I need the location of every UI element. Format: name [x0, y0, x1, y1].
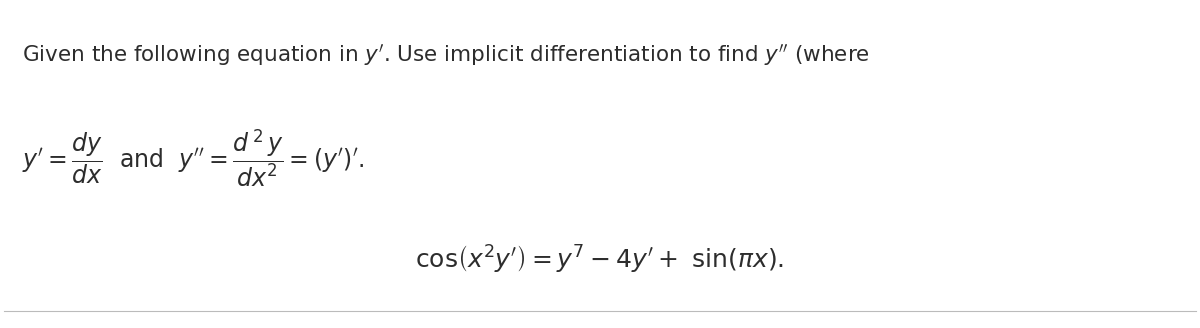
Text: $y' = \dfrac{dy}{dx}\ $ and $\ y'' = \dfrac{d^{\,2}\,y}{dx^2} = (y')'.$: $y' = \dfrac{dy}{dx}\ $ and $\ y'' = \df… — [22, 127, 365, 189]
Text: $\cos\!\left(x^2 y'\right) = y^7 - 4y' +\ \sin(\pi x).$: $\cos\!\left(x^2 y'\right) = y^7 - 4y' +… — [415, 244, 785, 276]
Text: Given the following equation in $y'$. Use implicit differentiation to find $y''$: Given the following equation in $y'$. Us… — [22, 43, 870, 68]
